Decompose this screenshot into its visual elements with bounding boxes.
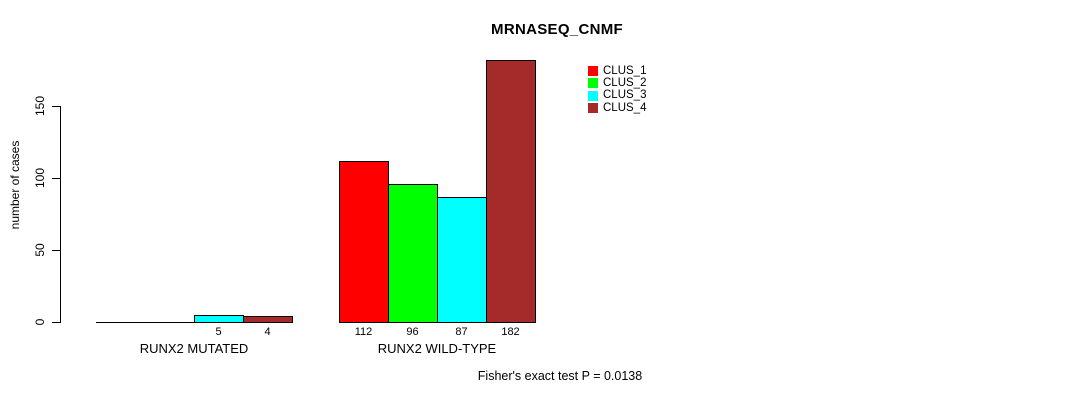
bar-value-label: 96	[406, 326, 419, 338]
bar-clus_1-group2	[339, 160, 389, 323]
y-axis-tick	[52, 322, 60, 323]
x-category-label: RUNX2 WILD-TYPE	[377, 341, 497, 356]
legend-swatch-clus_2	[588, 78, 598, 89]
bar-value-label: 4	[264, 326, 271, 338]
y-axis-tick	[52, 178, 60, 179]
stat-annotation: Fisher's exact test P = 0.0138	[477, 369, 643, 383]
bar-value-label: 87	[455, 326, 468, 338]
bar-value-label: 182	[501, 326, 520, 338]
legend-label-clus_2: CLUS_2	[603, 76, 647, 89]
legend-label-clus_3: CLUS_3	[603, 89, 647, 102]
legend-swatch-clus_1	[588, 66, 598, 76]
y-axis-tick	[52, 106, 60, 107]
bar-value-label: 112	[354, 326, 373, 338]
y-axis-tick	[52, 250, 60, 251]
legend-swatch-clus_4	[588, 103, 598, 114]
bar-value-label: 5	[215, 326, 222, 338]
bar-clus_4-group1	[243, 316, 293, 323]
bar-clus_2-group2	[388, 183, 438, 323]
legend-label-clus_1: CLUS_1	[603, 64, 647, 77]
legend-label-clus_4: CLUS_4	[603, 101, 647, 114]
x-category-label: RUNX2 MUTATED	[139, 341, 249, 356]
y-axis-line	[60, 106, 61, 323]
bar-clus_4-group2	[486, 59, 536, 323]
legend-swatch-clus_3	[588, 90, 598, 101]
chart-title: MRNASEQ_CNMF	[491, 21, 623, 38]
